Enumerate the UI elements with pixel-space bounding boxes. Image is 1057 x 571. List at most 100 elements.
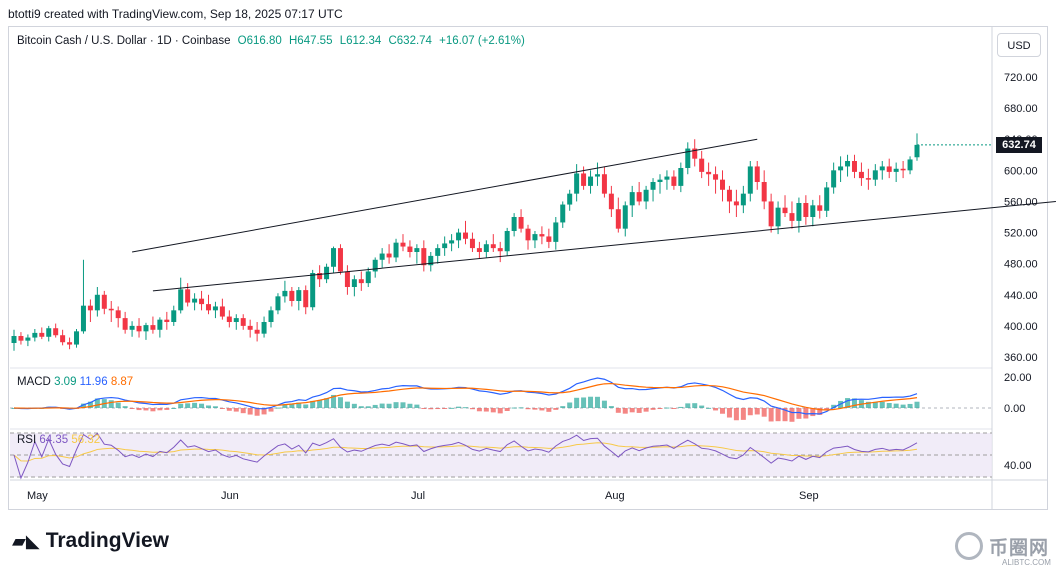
macd-histogram-bar [664, 407, 670, 409]
macd-histogram-bar [768, 408, 774, 422]
y-tick-label: 480.00 [1004, 259, 1038, 271]
chart-frame [8, 26, 1048, 510]
rsi-line [13, 432, 918, 480]
candle-body [851, 161, 857, 172]
tradingview-logo-icon: ▰◣ [12, 530, 40, 551]
macd-histogram-bar [150, 408, 156, 412]
candle-body [150, 325, 156, 330]
watermark-logo-icon [955, 532, 983, 560]
candle-body [483, 244, 489, 252]
candle-body [629, 192, 635, 206]
candle-body [67, 342, 73, 345]
macd-histogram-bar [643, 408, 649, 412]
macd-histogram-bar [706, 407, 712, 409]
macd-histogram-bar [136, 408, 142, 411]
candle-body [400, 242, 406, 247]
rsi-value-2: 56.32 [71, 434, 101, 446]
candle-body [351, 279, 357, 287]
macd-histogram-bar [331, 394, 337, 408]
currency-button[interactable]: USD [997, 33, 1041, 57]
candle-body [324, 266, 330, 280]
candle-body [212, 306, 218, 311]
tradingview-brand[interactable]: ▰◣ TradingView [12, 529, 169, 553]
macd-histogram-bar [775, 408, 781, 422]
macd-histogram-bar [761, 408, 767, 417]
created-by-text: btotti9 created with TradingView.com, Se… [8, 7, 343, 21]
symbol-name: Bitcoin Cash / U.S. Dollar · 1D · Coinba… [17, 35, 231, 47]
macd-histogram-bar [205, 405, 211, 408]
candle-body [39, 332, 45, 337]
macd-histogram-bar [518, 407, 524, 409]
macd-histogram-bar [428, 408, 434, 410]
candle-body [205, 304, 211, 311]
candle-body [317, 273, 323, 280]
candle-body [706, 171, 712, 175]
candle-body [553, 222, 559, 242]
macd-histogram-bar [337, 397, 343, 408]
candle-body [775, 207, 781, 227]
macd-histogram-bar [900, 404, 906, 408]
candle-body [115, 310, 121, 319]
macd-legend: MACD 3.09 11.96 8.87 [17, 376, 133, 388]
candle-body [53, 328, 59, 336]
y-tick-label: 560.00 [1004, 196, 1038, 208]
macd-histogram-bar [463, 407, 468, 409]
macd-histogram-bar [629, 408, 635, 413]
macd-histogram-bar [310, 400, 316, 408]
candle-body [685, 148, 691, 168]
candle-body [768, 201, 774, 227]
candle-body [289, 290, 295, 301]
candle-body [449, 240, 455, 244]
macd-histogram-bar [581, 397, 587, 408]
macd-histogram-bar [414, 404, 420, 408]
candle-body [254, 329, 260, 334]
candle-body [518, 217, 524, 229]
last-price-label: 632.74 [996, 137, 1042, 153]
macd-histogram-bar [115, 402, 121, 408]
macd-histogram-bar [449, 407, 455, 409]
candle-body [157, 319, 163, 330]
macd-histogram-bar [317, 400, 323, 408]
candle-body [74, 331, 80, 345]
candle-body [581, 173, 587, 186]
close-value: C632.74 [388, 35, 432, 47]
macd-histogram-bar [865, 401, 871, 408]
candle-body [671, 176, 677, 186]
macd-histogram-bar [303, 404, 309, 408]
candle-body [386, 253, 392, 258]
low-value: L612.34 [339, 35, 382, 47]
candle-body [504, 231, 510, 252]
change-value: +16.07 (+2.61%) [439, 35, 525, 47]
rsi-legend: RSI 64.35 56.32 [17, 434, 100, 446]
macd-histogram-bar [879, 401, 885, 408]
y-tick-label: 720.00 [1004, 72, 1038, 84]
candle-body [46, 328, 52, 337]
macd-histogram-bar [504, 408, 510, 411]
macd-histogram-bar [824, 408, 830, 411]
candle-body [740, 193, 746, 206]
macd-histogram-bar [386, 403, 392, 408]
macd-histogram-bar [365, 406, 371, 408]
candle-body [574, 173, 580, 194]
macd-histogram-bar [511, 407, 517, 409]
candle-body [747, 166, 753, 194]
x-tick-label: Jun [221, 490, 239, 502]
macd-histogram-bar [692, 403, 698, 408]
macd-histogram-bar [608, 406, 614, 408]
macd-value-1: 3.09 [54, 376, 77, 388]
y-tick-label: 520.00 [1004, 228, 1038, 240]
candle-body [372, 259, 378, 272]
macd-value-3: 8.87 [110, 376, 134, 388]
macd-histogram-bar [574, 397, 580, 408]
macd-histogram-bar [636, 408, 642, 413]
y-tick-label: 680.00 [1004, 103, 1038, 115]
candle-body [344, 271, 350, 287]
candle-body [657, 179, 663, 182]
macd-histogram-bar [789, 408, 795, 422]
macd-histogram-bar [893, 403, 899, 408]
macd-tick-label: 20.00 [1004, 372, 1032, 384]
candle-body [796, 203, 802, 221]
candle-body [789, 213, 795, 221]
macd-histogram-bar [685, 403, 691, 408]
